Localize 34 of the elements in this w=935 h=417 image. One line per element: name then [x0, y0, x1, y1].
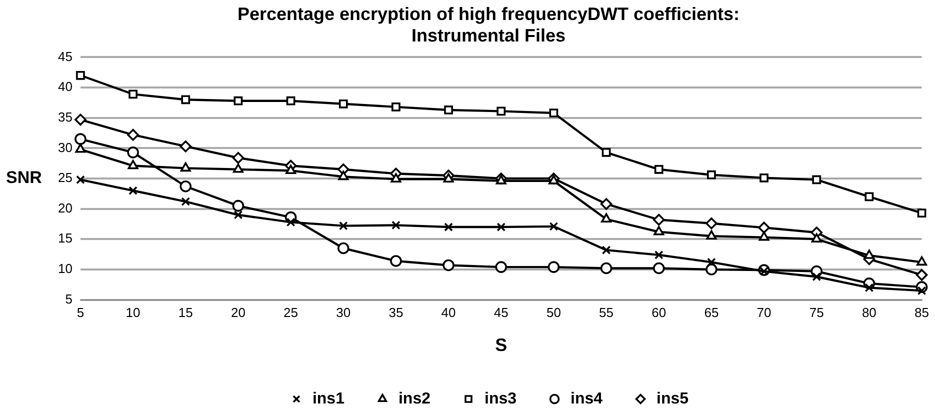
x-tick-label: 20 [230, 305, 246, 320]
y-tick-label: 45 [58, 48, 72, 64]
x-tick-label: 5 [76, 305, 84, 320]
legend-label: ins3 [484, 390, 517, 408]
x-axis-title: S [495, 335, 508, 356]
legend-label: ins2 [398, 390, 431, 408]
y-axis-title: SNR [6, 168, 42, 188]
x-tick-label: 75 [809, 305, 824, 320]
y-tick-label: 35 [58, 109, 72, 124]
y-tick-label: 25 [58, 170, 72, 186]
y-tick-label: 5 [65, 291, 72, 306]
x-tick-label: 25 [284, 305, 298, 320]
y-tick-label: 40 [58, 79, 72, 94]
x-tick-label: 15 [178, 305, 193, 320]
x-tick-label: 30 [336, 305, 351, 320]
x-tick-label: 35 [388, 305, 404, 320]
y-tick-label: 15 [58, 230, 72, 246]
y-tick-label: 10 [58, 261, 72, 276]
x-tick-label: 45 [494, 305, 508, 320]
legend-label: ins4 [570, 390, 603, 408]
x-tick-label: 60 [652, 305, 666, 320]
legend-label: ins5 [656, 390, 689, 408]
x-tick-label: 65 [704, 305, 719, 320]
x-tick-label: 85 [914, 305, 930, 320]
x-tick-label: 50 [546, 305, 561, 320]
y-tick-label: 30 [58, 140, 72, 155]
x-tick-label: 80 [862, 305, 876, 320]
x-tick-label: 40 [441, 305, 456, 320]
x-tick-label: 55 [599, 305, 614, 320]
x-tick-label: 70 [756, 305, 772, 320]
chart-title: Percentage encryption of high frequencyDWT coefficients: Instrumental Files [237, 4, 740, 46]
legend-label: ins1 [312, 390, 345, 408]
x-tick-label: 10 [126, 305, 140, 320]
y-tick-label: 20 [58, 200, 72, 216]
